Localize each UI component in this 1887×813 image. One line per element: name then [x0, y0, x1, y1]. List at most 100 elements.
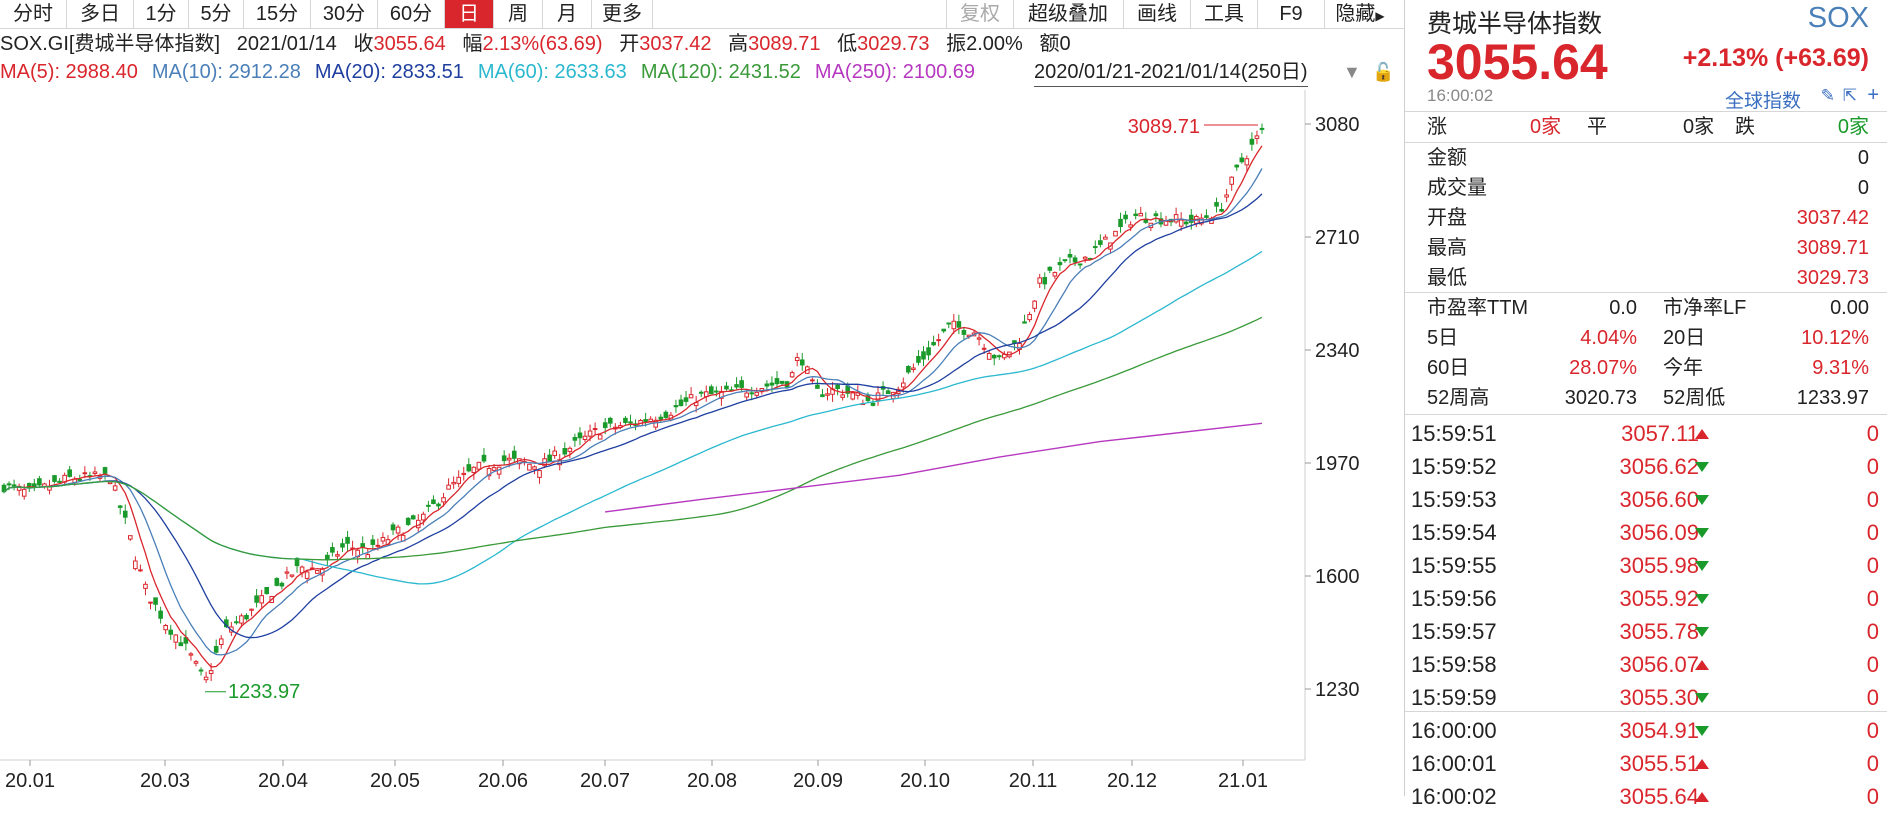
- global-index-link[interactable]: 全球指数: [1724, 91, 1801, 112]
- candle-body: [158, 610, 163, 619]
- tick-row[interactable]: 15:59:51 3057.11 0: [1405, 417, 1887, 450]
- tick-row[interactable]: 16:00:01 3055.51 0: [1405, 747, 1887, 780]
- tick-row[interactable]: 15:59:57 3055.78 0: [1405, 615, 1887, 648]
- amount-label: 额: [1039, 33, 1060, 55]
- candle-body: [835, 384, 840, 390]
- tick-time: 15:59:53: [1411, 487, 1497, 512]
- tick-price: 3055.51: [1619, 751, 1699, 776]
- arrow-down-icon: [1695, 693, 1709, 703]
- period-tab-60min[interactable]: 60分: [378, 0, 445, 28]
- period-tab-week[interactable]: 周: [494, 0, 543, 28]
- period-tab-more[interactable]: 更多: [592, 0, 653, 28]
- candle-body: [1254, 135, 1260, 139]
- period-tab-day[interactable]: 日: [445, 0, 494, 28]
- candle-body: [1204, 215, 1209, 218]
- candle-body: [11, 484, 17, 487]
- candle-body: [1, 484, 7, 493]
- tick-row[interactable]: 15:59:54 3056.09 0: [1405, 516, 1887, 549]
- tick-time: 15:59:59: [1411, 685, 1497, 710]
- candle-body: [1224, 194, 1229, 198]
- candle-body: [395, 526, 401, 534]
- candle-body: [511, 450, 517, 459]
- tick-volume: 0: [1866, 487, 1879, 512]
- candle-body: [47, 486, 52, 491]
- ma-legend: MA(5): 2988.40 MA(10): 2912.28 MA(20): 283…: [0, 58, 1394, 87]
- ratio-value: 4.04%: [1580, 327, 1637, 349]
- draw-line-button[interactable]: 画线: [1124, 0, 1191, 28]
- arrow-down-icon: [1695, 495, 1709, 505]
- period-tab-multiday[interactable]: 多日: [67, 0, 134, 28]
- period-tab-intraday[interactable]: 分时: [0, 0, 67, 28]
- candle-body: [82, 472, 88, 475]
- candle-body: [607, 417, 613, 424]
- candle-body: [1188, 214, 1194, 223]
- ma-legend-item: MA(250): 2100.69: [814, 61, 976, 83]
- ratio-row: 5日 4.04% 20日 10.12%: [1405, 323, 1887, 353]
- ma-legend-item: MA(120): 2431.52: [640, 61, 801, 83]
- lock-icon[interactable]: 🔓: [1372, 62, 1395, 82]
- candle-body: [981, 347, 987, 350]
- tick-volume: 0: [1866, 553, 1879, 578]
- dropdown-triangle-icon[interactable]: ▼: [1343, 62, 1361, 82]
- tick-price: 3055.64: [1619, 784, 1699, 809]
- candle-body: [527, 463, 532, 471]
- period-tab-5min[interactable]: 5分: [189, 0, 244, 28]
- ma5-line: [3, 145, 1263, 668]
- tick-volume: 0: [1866, 784, 1879, 809]
- add-icon[interactable]: +: [1867, 84, 1879, 106]
- ma-legend-item: MA(20): 2833.51: [314, 61, 464, 83]
- candle-body: [926, 347, 931, 356]
- tick-row[interactable]: 15:59:55 3055.98 0: [1405, 549, 1887, 582]
- period-tab-month[interactable]: 月: [543, 0, 592, 28]
- candle-body: [956, 321, 962, 328]
- candle-body: [218, 638, 224, 646]
- ratio-row: 60日 28.07% 今年 9.31%: [1405, 353, 1887, 383]
- candle-body: [461, 472, 467, 476]
- tools-button[interactable]: 工具: [1191, 0, 1258, 28]
- hide-button[interactable]: 隐藏▶: [1325, 0, 1395, 28]
- candle-body: [67, 469, 72, 477]
- tick-row[interactable]: 15:59:52 3056.62 0: [1405, 450, 1887, 483]
- tick-time: 15:59:57: [1411, 619, 1497, 644]
- period-tab-30min[interactable]: 30分: [311, 0, 378, 28]
- date-range-selector[interactable]: 2020/01/21-2021/01/14(250日): [1034, 58, 1308, 87]
- candle-body: [1032, 300, 1037, 309]
- candle-body: [122, 510, 128, 518]
- divider: [1405, 414, 1887, 415]
- candle-body: [587, 430, 593, 437]
- security-name: SOX.GI[费城半导体指数]: [0, 33, 221, 55]
- flat-count: 0家: [1683, 116, 1715, 138]
- x-tick-label: 20.03: [140, 770, 190, 792]
- f9-button[interactable]: F9: [1258, 0, 1325, 28]
- period-tab-1min[interactable]: 1分: [134, 0, 189, 28]
- arrow-up-icon: [1695, 759, 1709, 769]
- tick-row[interactable]: 15:59:58 3056.07 0: [1405, 648, 1887, 681]
- tick-row[interactable]: 16:00:00 3054.91 0: [1405, 714, 1887, 747]
- hide-label: 隐藏: [1335, 3, 1376, 25]
- tick-price: 3056.09: [1619, 520, 1699, 545]
- tick-row[interactable]: 15:59:56 3055.92 0: [1405, 582, 1887, 615]
- index-code: SOX: [1807, 2, 1869, 34]
- tick-row[interactable]: 15:59:53 3056.60 0: [1405, 483, 1887, 516]
- tick-row[interactable]: 16:00:02 3055.64 0: [1405, 780, 1887, 813]
- candle-body: [92, 471, 98, 475]
- low-label: 低: [837, 33, 858, 55]
- candlestick-chart-svg[interactable]: 3080 2710 2340 1970 1600 1230 20.01 20.03 20.04 2…: [0, 90, 1404, 796]
- candle-body: [421, 513, 426, 521]
- high-value: 3089.71: [748, 33, 821, 55]
- arrow-down-icon: [1695, 594, 1709, 604]
- tick-volume: 0: [1866, 454, 1879, 479]
- candle-body: [602, 422, 608, 429]
- kline-chart[interactable]: 3080 2710 2340 1970 1600 1230 20.01 20.03 20.04 2…: [0, 90, 1404, 796]
- period-tab-15min[interactable]: 15分: [244, 0, 311, 28]
- tick-row[interactable]: 15:59:59 3055.30 0: [1405, 681, 1887, 714]
- candle-body: [1027, 314, 1032, 321]
- adjust-button[interactable]: 复权: [946, 0, 1014, 28]
- edit-icon[interactable]: ✎: [1820, 86, 1835, 105]
- overlay-button[interactable]: 超级叠加: [1013, 0, 1124, 28]
- share-icon[interactable]: ⇱: [1842, 86, 1857, 105]
- tick-price: 3054.91: [1619, 718, 1699, 743]
- ratio-value: 3020.73: [1564, 387, 1637, 409]
- up-label: 涨: [1427, 116, 1447, 138]
- candle-body: [304, 571, 310, 579]
